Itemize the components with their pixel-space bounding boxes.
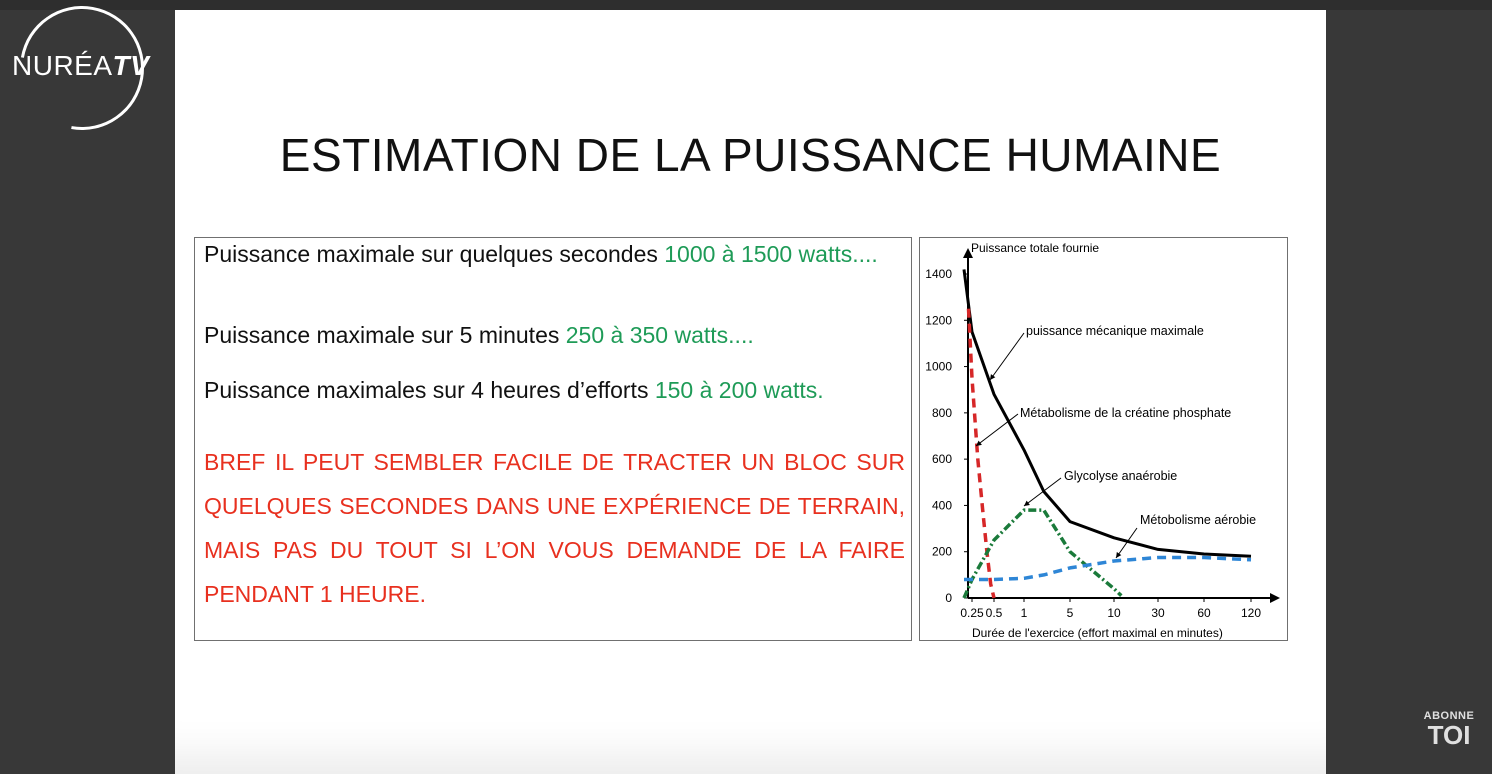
line-value: 250 à 350 watts....: [565, 322, 754, 348]
chart-svg: 0 200 400 600 800 1000 1200 1400 0.25 0.5 1 5 10 30 60…: [925, 241, 1280, 640]
x-tick-label: 0.5: [986, 606, 1003, 620]
x-tick-label: 10: [1107, 606, 1121, 620]
y-tick-label: 1200: [925, 313, 952, 327]
x-tick-label: 1: [1021, 606, 1028, 620]
line-text: Puissance maximale sur quelques secondes: [204, 241, 665, 267]
label-leader-3: [1115, 527, 1138, 559]
line-text: Puissance maximale sur 5 minutes: [204, 322, 566, 348]
x-axis-arrow: [1270, 593, 1280, 603]
label-leader-0: [989, 332, 1025, 381]
label-arrowhead-2: [1024, 500, 1030, 506]
series-line-3: [964, 555, 1252, 582]
series-label-2: Glycolyse anaérobie: [1064, 469, 1177, 483]
y-tick-label: 400: [932, 498, 952, 512]
x-axis-label: Durée de l'exercice (effort maximal en m…: [972, 626, 1223, 640]
label-arrowhead-3: [1116, 552, 1122, 558]
series-label-0: puissance mécanique maximale: [1026, 324, 1204, 338]
line-text: Puissance maximales sur 4 heures d’effor…: [204, 377, 655, 403]
series-line-0: [962, 269, 1252, 558]
x-tick-label: 60: [1197, 606, 1211, 620]
series-label-3: Métobolisme aérobie: [1140, 513, 1256, 527]
x-tick-label: 5: [1067, 606, 1074, 620]
power-line-hours: Puissance maximales sur 4 heures d’effor…: [204, 377, 904, 404]
y-axis-label: Puissance totale fournie: [971, 241, 1099, 255]
y-tick-label: 600: [932, 452, 952, 466]
x-tick-label: 30: [1151, 606, 1165, 620]
subscribe-line2: TOI: [1427, 720, 1471, 750]
y-tick-label: 1400: [925, 267, 952, 281]
power-chart: 0 200 400 600 800 1000 1200 1400 0.25 0.5 1 5 10 30 60…: [919, 237, 1288, 641]
series-label-1: Métabolisme de la créatine phosphate: [1020, 406, 1231, 420]
y-tick-label: 200: [932, 545, 952, 559]
logo-suffix: TV: [112, 50, 150, 81]
top-bar: [0, 0, 1492, 10]
power-line-seconds: Puissance maximale sur quelques secondes…: [204, 241, 904, 268]
y-tick-label: 0: [945, 591, 952, 605]
series-line-2: [962, 508, 1123, 599]
y-axis-arrow: [963, 248, 973, 258]
subscribe-line1: ABONNE: [1423, 710, 1475, 722]
x-tick-label: 0.25: [960, 606, 984, 620]
logo-brand: NURÉA: [12, 50, 113, 81]
line-value: 150 à 200 watts.: [654, 377, 824, 403]
line-value: 1000 à 1500 watts....: [664, 241, 878, 267]
logo-text: NURÉATV: [12, 50, 149, 82]
x-tick-label: 120: [1241, 606, 1261, 620]
label-leader-2: [1023, 477, 1062, 507]
slide-title: ESTIMATION DE LA PUISSANCE HUMAINE: [279, 129, 1222, 181]
label-leader-1: [975, 413, 1019, 447]
nurea-tv-logo: NURÉATV: [0, 0, 169, 155]
y-tick-label: 800: [932, 406, 952, 420]
conclusion-text: BREF IL PEUT SEMBLER FACILE DE TRACTER U…: [204, 449, 905, 607]
label-arrowhead-1: [976, 440, 982, 446]
power-line-minutes: Puissance maximale sur 5 minutes 250 à 3…: [204, 322, 904, 349]
series-line-1: [966, 308, 996, 599]
y-tick-label: 1000: [925, 360, 952, 374]
text-box: Puissance maximale sur quelques secondes…: [194, 237, 912, 641]
subscribe-badge[interactable]: ABONNE TOI: [1418, 710, 1480, 748]
label-arrowhead-0: [990, 374, 996, 380]
